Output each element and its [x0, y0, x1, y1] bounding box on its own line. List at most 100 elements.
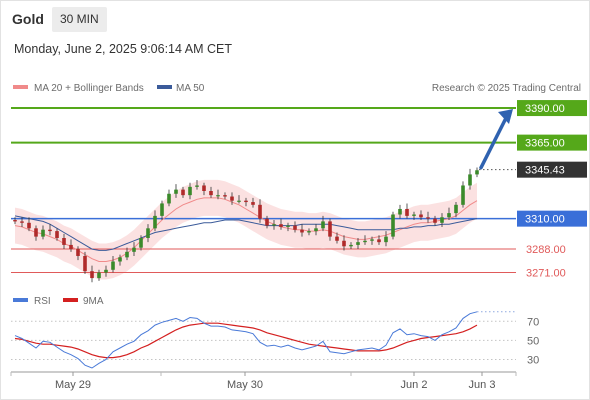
- candle-body: [335, 236, 339, 241]
- candle-body: [13, 220, 17, 222]
- candle-body: [90, 271, 94, 279]
- candle-body: [370, 239, 374, 241]
- candle-body: [363, 240, 367, 243]
- candle-body: [209, 191, 213, 196]
- level-3365-00-label: 3365.00: [525, 138, 565, 150]
- candle-body: [55, 231, 59, 238]
- candle-body: [342, 240, 346, 247]
- candle-body: [188, 186, 192, 196]
- level-3310-00-tag: [517, 210, 587, 227]
- candle-body: [384, 236, 388, 243]
- candle-body: [62, 238, 66, 245]
- candle-body: [272, 224, 276, 226]
- candle-body: [153, 215, 157, 229]
- candle-body: [328, 221, 332, 237]
- candle-body: [412, 214, 416, 216]
- level-3390-00-tag: [517, 100, 587, 117]
- level-3288-00-label: 3288.00: [526, 244, 566, 256]
- candle-body: [286, 225, 290, 227]
- candle-body: [244, 200, 248, 203]
- attribution-text: Research © 2025 Trading Central: [432, 83, 581, 94]
- candle-body: [118, 257, 122, 262]
- candle-body: [230, 196, 234, 201]
- candle-body: [440, 217, 444, 223]
- candle-body: [27, 222, 31, 229]
- candle-body: [279, 224, 283, 227]
- legend-label-rsi: RSI: [34, 296, 51, 307]
- candle-body: [195, 185, 199, 187]
- candle-body: [377, 239, 381, 243]
- level-3345-43-tag: [517, 161, 587, 178]
- candle-body: [307, 231, 311, 233]
- x-tick-label: Jun 2: [401, 379, 428, 391]
- candle-body: [111, 261, 115, 270]
- candle-body: [265, 218, 269, 226]
- candle-body: [174, 189, 178, 194]
- level-3390-00-label: 3390.00: [525, 103, 565, 115]
- candle-body: [146, 228, 150, 238]
- level-3310-00-label: 3310.00: [525, 214, 565, 226]
- candle-body: [314, 228, 318, 232]
- candle-body: [433, 218, 437, 223]
- legend-swatch-ma20: [13, 85, 28, 89]
- rsi-level-label-70: 70: [527, 316, 539, 328]
- candle-body: [426, 217, 430, 219]
- candle-body: [20, 221, 24, 223]
- candle-body: [475, 170, 479, 175]
- candle-body: [167, 193, 171, 204]
- candle-body: [251, 202, 255, 205]
- level-3365-00-tag: [517, 134, 587, 151]
- x-tick-label: May 29: [55, 379, 91, 391]
- candle-body: [139, 238, 143, 248]
- legend-swatch-rsi: [13, 298, 28, 302]
- candle-body: [468, 174, 472, 186]
- candle-body: [321, 221, 325, 229]
- candle-body: [160, 203, 164, 216]
- candle-body: [104, 269, 108, 273]
- candle-body: [216, 195, 220, 197]
- candle-body: [125, 251, 129, 258]
- candle-body: [181, 189, 185, 196]
- candle-body: [356, 242, 360, 245]
- candle-body: [349, 244, 353, 247]
- candle-body: [223, 195, 227, 197]
- candle-body: [97, 272, 101, 279]
- forecast-arrow-shaft: [479, 114, 509, 170]
- legend-swatch-ma50: [157, 85, 172, 89]
- candle-body: [398, 208, 402, 215]
- candle-body: [132, 247, 136, 252]
- candle-body: [34, 228, 38, 237]
- candle-body: [405, 208, 409, 216]
- x-tick-label: Jun 3: [469, 379, 496, 391]
- timeframe-selector[interactable]: 30 MIN: [52, 7, 107, 32]
- candle-body: [454, 204, 458, 214]
- rsi-level-label-50: 50: [527, 335, 539, 347]
- candle-body: [258, 204, 262, 219]
- level-3345-43-label: 3345.43: [525, 165, 565, 177]
- x-tick-label: May 30: [227, 379, 263, 391]
- candle-body: [69, 244, 73, 250]
- bollinger-band: [15, 179, 477, 280]
- candle-body: [419, 214, 423, 218]
- candle-body: [237, 200, 241, 202]
- ma50-line: [14, 215, 478, 251]
- ma20-line: [14, 197, 478, 262]
- rsi-9ma-line: [14, 322, 478, 359]
- candle-body: [293, 225, 297, 230]
- chart-header: Gold 30 MIN: [1, 1, 589, 37]
- candle-body: [83, 255, 87, 272]
- candle-body: [447, 213, 451, 218]
- candle-body: [41, 229, 45, 237]
- legend-swatch-9ma: [63, 298, 78, 302]
- rsi-line: [14, 311, 478, 369]
- level-3271-00-label: 3271.00: [526, 268, 566, 280]
- rsi-level-label-30: 30: [527, 354, 539, 366]
- forecast-arrow-head: [498, 109, 513, 125]
- candle-body: [300, 229, 304, 233]
- candle-body: [48, 229, 52, 232]
- candle-body: [461, 185, 465, 205]
- legend-label-ma20: MA 20 + Bollinger Bands: [34, 83, 144, 94]
- timestamp: Monday, June 2, 2025 9:06:14 AM CET: [14, 42, 232, 56]
